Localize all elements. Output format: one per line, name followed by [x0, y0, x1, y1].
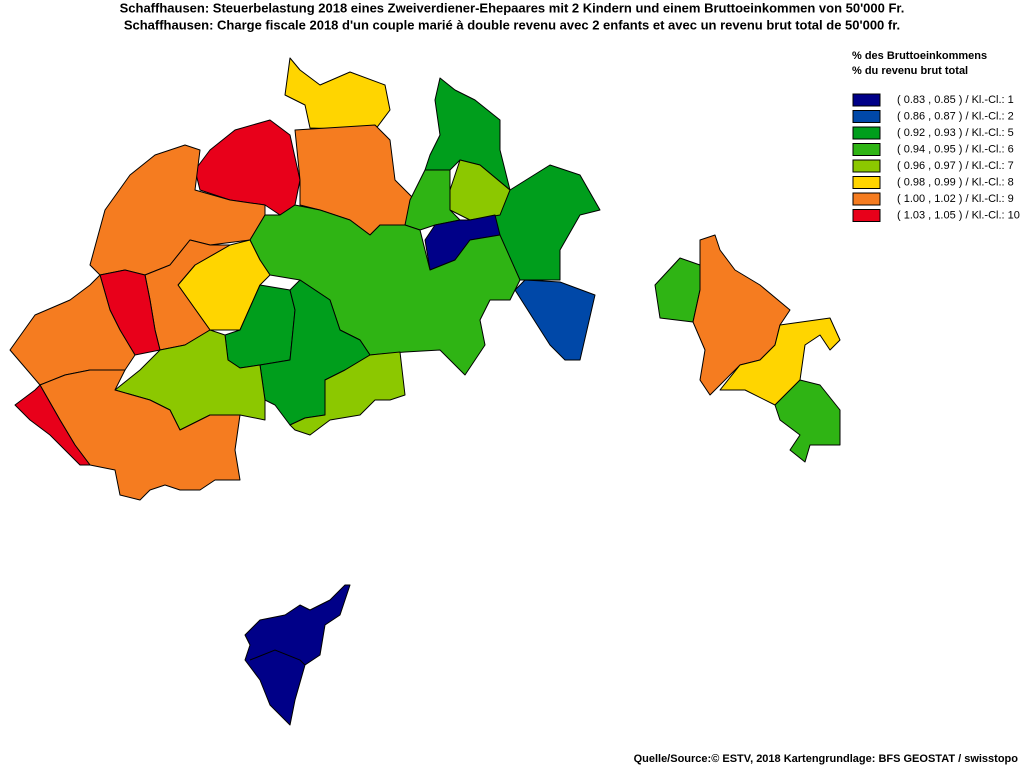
- title-fr: Schaffhausen: Charge fiscale 2018 d'un c…: [124, 17, 900, 32]
- legend-swatch: [852, 192, 881, 206]
- regions: [9, 57, 841, 726]
- region: [514, 279, 596, 361]
- legend-swatch: [852, 110, 881, 123]
- legend-label: ( 1.03 , 1.05 ) / Kl.-Cl.: 10: [897, 209, 1020, 221]
- region: [424, 77, 511, 191]
- legend-swatch: [852, 176, 881, 189]
- legend-swatch: [852, 209, 881, 222]
- region: [244, 584, 351, 726]
- region: [284, 57, 391, 131]
- legend-title-de: % des Bruttoeinkommens: [852, 50, 987, 62]
- legend-label: ( 0.86 , 0.87 ) / Kl.-Cl.: 2: [897, 110, 1014, 122]
- legend-label: ( 0.96 , 0.97 ) / Kl.-Cl.: 7: [897, 160, 1014, 172]
- legend-label: ( 0.98 , 0.99 ) / Kl.-Cl.: 8: [897, 176, 1014, 188]
- region: [14, 384, 91, 466]
- region: [654, 257, 701, 323]
- legend-label: ( 0.83 , 0.85 ) / Kl.-Cl.: 1: [897, 94, 1014, 106]
- legend-title-fr: % du revenu brut total: [852, 65, 968, 77]
- legend-label: ( 0.94 , 0.95 ) / Kl.-Cl.: 6: [897, 143, 1014, 155]
- legend-swatch: [852, 93, 881, 107]
- region: [774, 379, 841, 463]
- legend-swatch: [852, 126, 881, 140]
- region: [289, 351, 406, 436]
- source: Quelle/Source:© ESTV, 2018 Kartengrundla…: [634, 753, 1019, 765]
- region: [449, 159, 511, 221]
- legend-label: ( 1.00 , 1.02 ) / Kl.-Cl.: 9: [897, 193, 1014, 205]
- legend-swatch: [852, 159, 881, 173]
- legend-label: ( 0.92 , 0.93 ) / Kl.-Cl.: 5: [897, 127, 1014, 139]
- region: [39, 369, 241, 501]
- legend-swatch: [852, 143, 881, 156]
- title-de: Schaffhausen: Steuerbelastung 2018 eines…: [120, 0, 905, 15]
- region-border: [249, 649, 306, 666]
